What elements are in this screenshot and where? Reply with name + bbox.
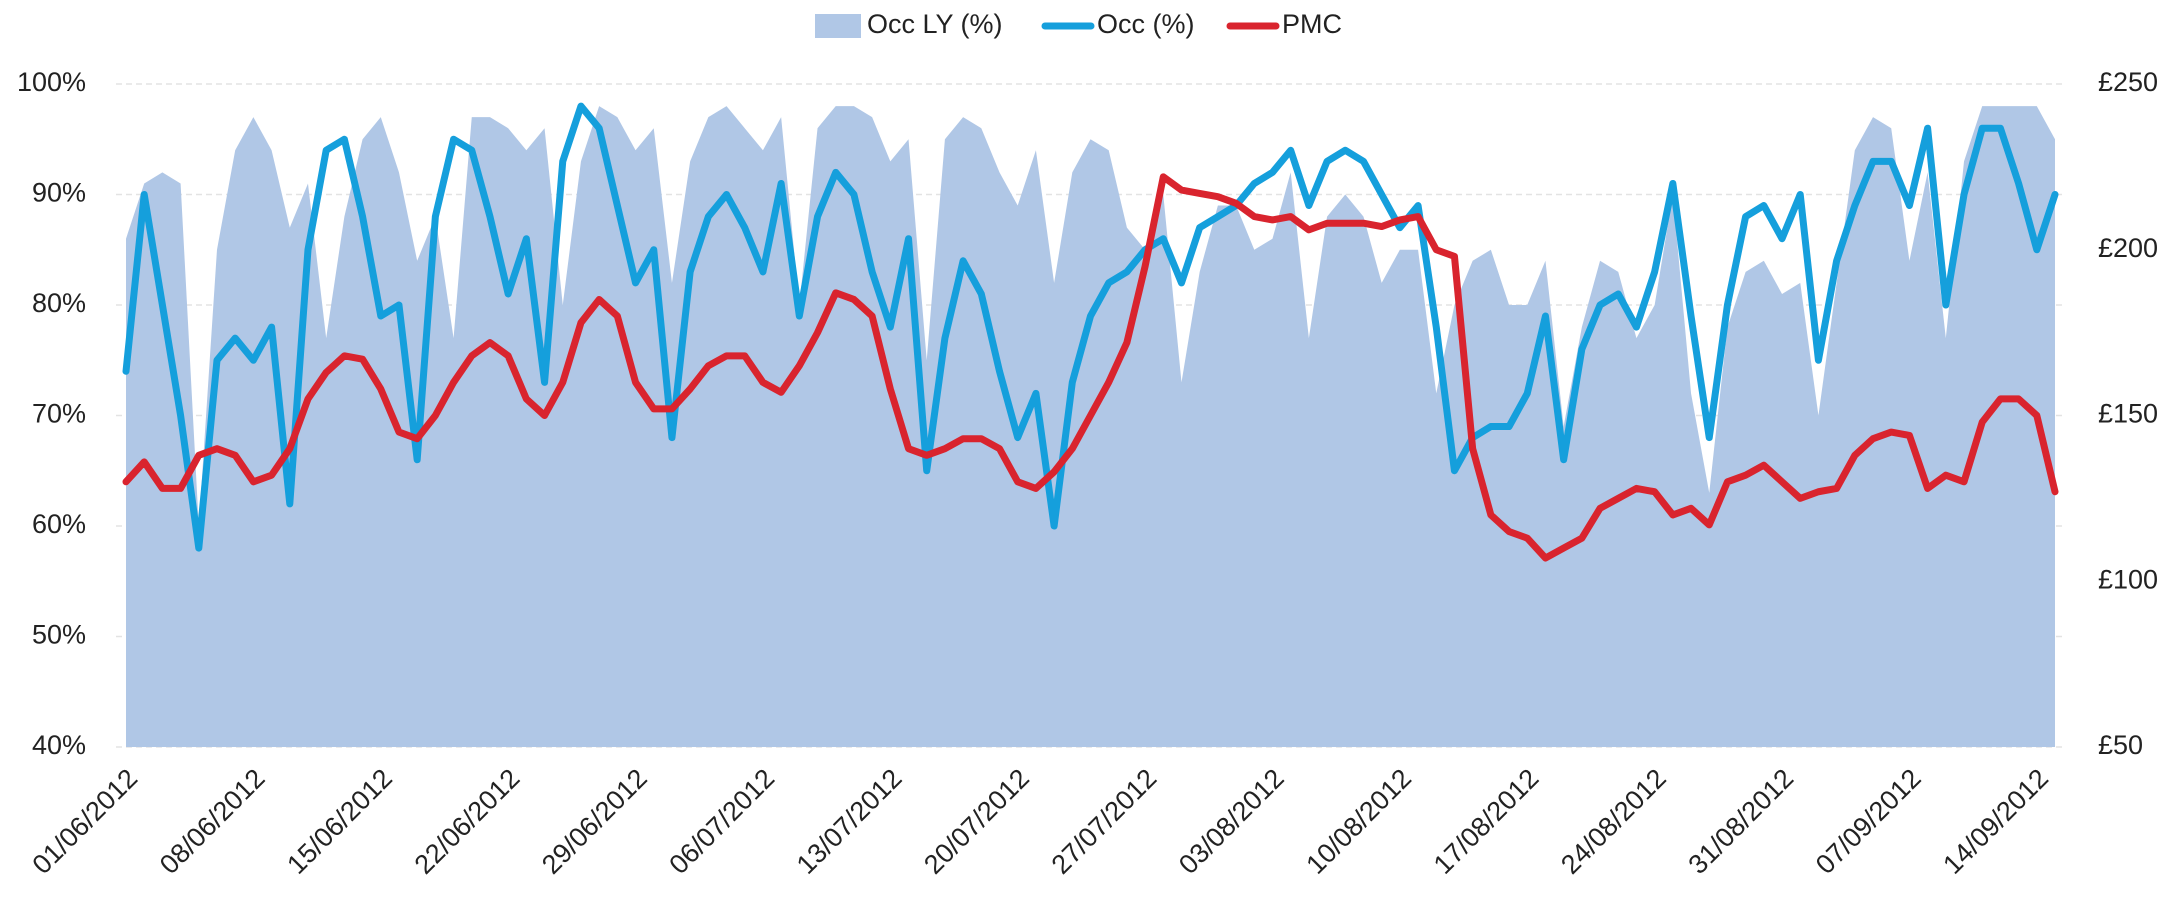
y-tick-label: 100% [17,67,86,97]
y-tick-label: 70% [32,399,86,429]
legend: Occ LY (%) Occ (%) PMC [815,9,1342,39]
y-tick-label: 40% [32,730,86,760]
x-tick-label: 22/06/2012 [409,763,526,880]
y2-tick-label: £150 [2098,399,2158,429]
y-tick-label: 60% [32,509,86,539]
x-tick-label: 20/07/2012 [918,763,1035,880]
legend-label: PMC [1282,9,1342,39]
legend-swatch [815,14,861,38]
x-tick-label: 08/06/2012 [154,763,271,880]
y-tick-label: 50% [32,620,86,650]
x-tick-label: 31/08/2012 [1683,763,1800,880]
y2-tick-label: £200 [2098,233,2158,263]
x-tick-label: 13/07/2012 [791,763,908,880]
y-tick-label: 90% [32,178,86,208]
y-tick-label: 80% [32,288,86,318]
x-tick-label: 29/06/2012 [536,763,653,880]
x-tick-label: 01/06/2012 [27,763,144,880]
plot [122,102,2059,748]
legend-label: Occ (%) [1097,9,1195,39]
x-tick-label: 17/08/2012 [1428,763,1545,880]
x-tick-label: 03/08/2012 [1173,763,1290,880]
line [122,173,2059,562]
y2-tick-label: £250 [2098,67,2158,97]
x-tick-label: 06/07/2012 [663,763,780,880]
legend-label: Occ LY (%) [867,9,1003,39]
x-tick-label: 10/08/2012 [1300,763,1417,880]
x-tick-label: 15/06/2012 [281,763,398,880]
line [122,102,2059,552]
y2-tick-label: £100 [2098,564,2158,594]
x-tick-label: 07/09/2012 [1810,763,1927,880]
y2-tick-label: £50 [2098,730,2143,760]
x-tick-label: 24/08/2012 [1555,763,1672,880]
x-tick-label: 14/09/2012 [1937,763,2054,880]
area [126,106,2055,748]
x-tick-label: 27/07/2012 [1046,763,1163,880]
